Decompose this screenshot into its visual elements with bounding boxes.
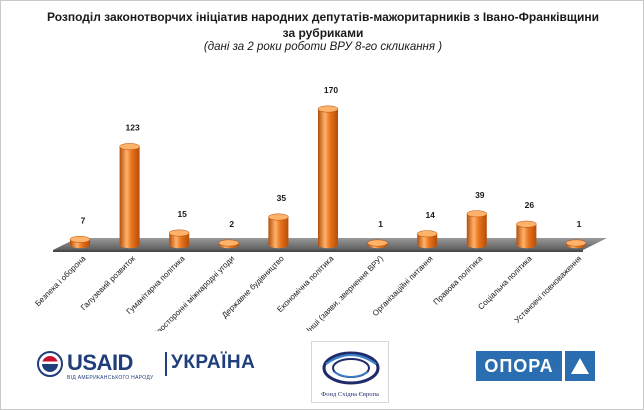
data-label: 123 — [126, 123, 140, 133]
data-label: 7 — [81, 215, 86, 225]
opora-triangle-icon — [565, 351, 595, 381]
bar-3 — [168, 229, 190, 249]
chart-title-line-2: за рубриками — [282, 26, 364, 40]
data-label: 15 — [177, 209, 187, 219]
bar-top — [466, 210, 488, 218]
data-label: 1 — [577, 219, 582, 229]
bar-top — [416, 230, 438, 238]
fond-emblem-icon — [322, 351, 380, 385]
bar-top — [119, 143, 140, 151]
bar-body — [119, 146, 140, 249]
bar-4 — [218, 239, 240, 249]
fond-logo: Фонд Східна Європа — [311, 341, 389, 403]
bar-top — [565, 239, 587, 247]
chart-floor-edge — [53, 250, 583, 252]
bar-body — [318, 109, 338, 249]
bar-7 — [367, 239, 388, 249]
usaid-wordmark: USAID — [67, 350, 133, 376]
bar-body — [268, 217, 289, 249]
fond-caption: Фонд Східна Європа — [321, 391, 379, 398]
category-label: Правова політика — [432, 254, 485, 307]
data-label: 170 — [324, 85, 338, 95]
chart-subtitle: (дані за 2 роки роботи ВРУ 8-го скликанн… — [203, 41, 443, 53]
category-label: Соціальна політика — [476, 254, 534, 312]
bar-9 — [466, 210, 488, 249]
bar-11 — [565, 239, 587, 249]
usaid-logo: USAID ВІД АМЕРИКАНСЬКОГО НАРОДУ УКРАЇНА — [37, 349, 255, 389]
bar-chart: 7 123 15 2 35 170 1 14 39 26 1 Безпека і оборонаГа… — [33, 85, 607, 331]
usaid-mark: USAID — [67, 350, 133, 375]
bar-2 — [119, 143, 140, 249]
bar-top — [367, 239, 388, 247]
data-label: 26 — [525, 200, 535, 210]
bar-8 — [416, 230, 438, 249]
data-label: 39 — [475, 190, 485, 200]
bar-top — [317, 105, 339, 113]
bar-body — [516, 224, 537, 249]
bar-body — [169, 233, 190, 249]
category-label: Безпека і оборона — [33, 254, 88, 309]
data-label: 2 — [229, 219, 234, 229]
bar-top — [69, 235, 91, 243]
bar-body — [466, 213, 487, 249]
bar-10 — [516, 220, 537, 249]
usaid-country: УКРАЇНА — [171, 352, 256, 373]
data-label: 14 — [425, 210, 435, 220]
data-label: 1 — [378, 219, 383, 229]
usaid-tagline: ВІД АМЕРИКАНСЬКОГО НАРОДУ — [67, 375, 154, 381]
bar-series — [69, 105, 587, 249]
data-labels: 7 123 15 2 35 170 1 14 39 26 1 — [81, 85, 582, 229]
bar-top — [268, 213, 289, 221]
bar-1 — [69, 235, 91, 249]
data-label: 35 — [277, 193, 287, 203]
bar-5 — [268, 213, 289, 249]
usaid-seal-icon — [37, 351, 63, 377]
opora-wordmark: ОПОРА — [476, 351, 562, 381]
bar-top — [516, 220, 537, 228]
bar-6 — [317, 105, 339, 249]
sponsor-logos: USAID ВІД АМЕРИКАНСЬКОГО НАРОДУ УКРАЇНА … — [1, 331, 643, 409]
usaid-divider — [165, 352, 167, 376]
chart-title-line-1: Розподіл законотворчих ініціатив народни… — [47, 10, 599, 24]
bar-body — [417, 233, 438, 249]
category-label: Галузевий розвиток — [79, 254, 137, 312]
bar-top — [168, 229, 190, 237]
bar-top — [218, 239, 240, 247]
category-label: Двосторонні міжнародні угоди — [151, 254, 236, 331]
